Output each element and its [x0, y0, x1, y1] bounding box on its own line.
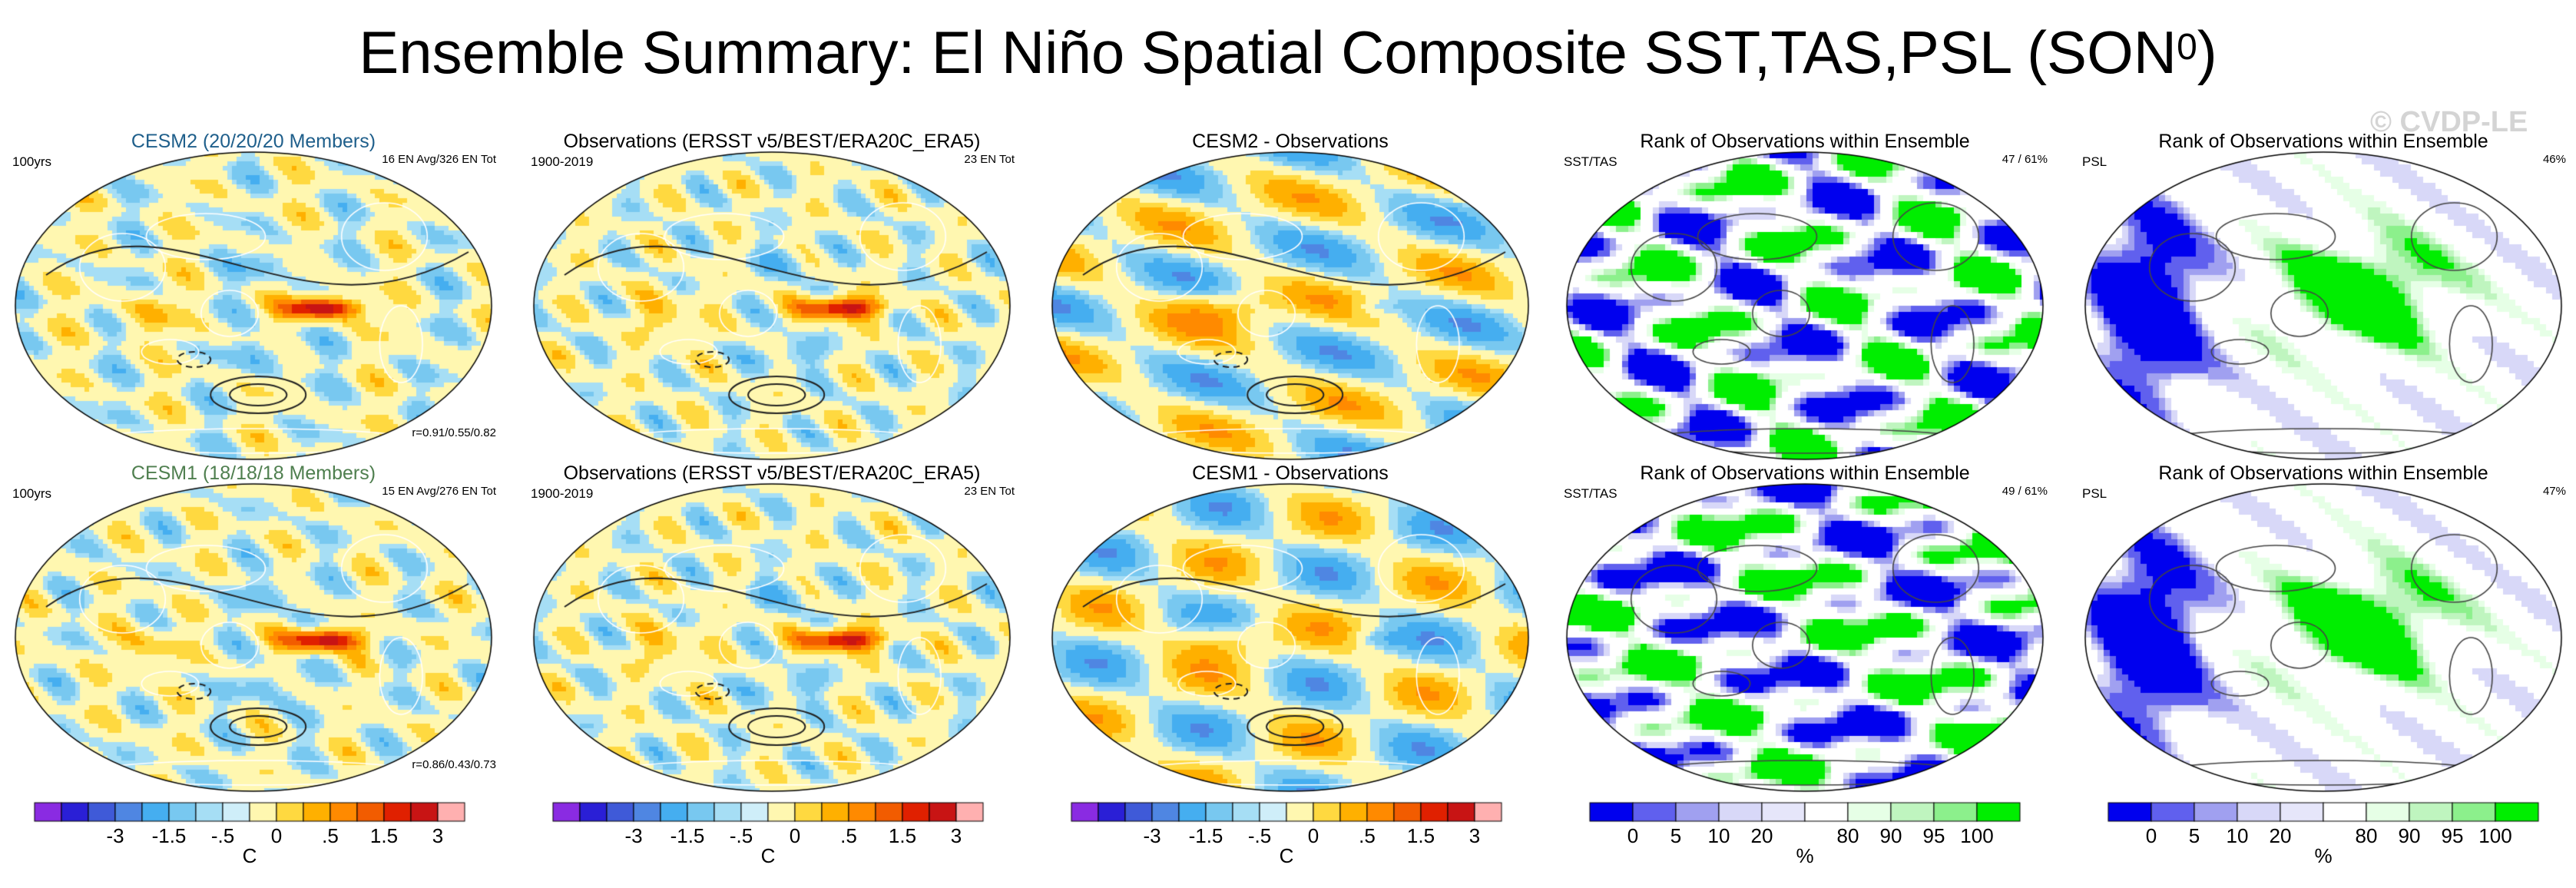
colorbar-tick: 1.5	[369, 824, 399, 847]
colorbar-tick: 0	[1627, 824, 1639, 847]
colorbar-tick: 80	[1836, 824, 1859, 847]
colorbar-tick: 0	[2145, 824, 2157, 847]
colorbar-tick: 90	[2398, 824, 2421, 847]
colorbar-tick: 0	[270, 824, 283, 847]
panel-left-label: SST/TAS	[1564, 154, 1617, 169]
colorbar-tick: 3	[432, 824, 444, 847]
colorbar-tick: 10	[1707, 824, 1730, 847]
panel-right-label: 15 EN Avg/276 EN Tot	[382, 485, 496, 498]
panel-right-label: 23 EN Tot	[964, 485, 1015, 498]
colorbar-tick: 20	[2269, 824, 2292, 847]
panel-title: Observations (ERSST v5/BEST/ERA20C_ERA5)	[563, 462, 981, 484]
colorbar-tick: 95	[2441, 824, 2464, 847]
colorbar-unit: %	[1796, 844, 1814, 867]
panel-right-label: 47 / 61%	[2002, 153, 2048, 166]
colorbar-tick: 100	[2478, 824, 2512, 847]
colorbar-tick: 0	[1307, 824, 1319, 847]
panel-right-label: 23 EN Tot	[964, 153, 1015, 166]
panel-right-label: 46%	[2542, 153, 2566, 166]
panel-left-label: 1900-2019	[531, 486, 594, 501]
colorbar-tick: -1.5	[1188, 824, 1223, 847]
panel-left-label: SST/TAS	[1564, 486, 1617, 501]
colorbar-tick: 20	[1750, 824, 1773, 847]
panel-correlation: r=0.86/0.43/0.73	[412, 758, 496, 771]
panel-title: Observations (ERSST v5/BEST/ERA20C_ERA5)	[563, 131, 981, 152]
panel-title: Rank of Observations within Ensemble	[1640, 462, 1970, 484]
colorbar-tick: 90	[1879, 824, 1902, 847]
panel-title: Rank of Observations within Ensemble	[2158, 131, 2488, 152]
colorbar-tick: -.5	[210, 824, 235, 847]
colorbar-tick: 1.5	[1406, 824, 1435, 847]
panel-left-label: 1900-2019	[531, 154, 594, 169]
page-title: Ensemble Summary: El Niño Spatial Compos…	[359, 18, 2217, 86]
colorbar-unit: C	[1279, 844, 1294, 867]
panel-right-label: 49 / 61%	[2002, 485, 2048, 498]
panel-right-label: 16 EN Avg/326 EN Tot	[382, 153, 496, 166]
colorbar-tick: .5	[1359, 824, 1376, 847]
colorbar-tick: 80	[2355, 824, 2378, 847]
watermark: © CVDP-LE	[2370, 106, 2528, 138]
colorbar-tick: 3	[950, 824, 962, 847]
colorbar-tick: -3	[106, 824, 124, 847]
colorbar-tick: .5	[840, 824, 857, 847]
colorbar-unit: C	[242, 844, 257, 867]
colorbar-tick: -3	[624, 824, 643, 847]
colorbar-tick: 100	[1960, 824, 1994, 847]
panel-title: CESM2 - Observations	[1192, 131, 1389, 152]
colorbar-tick: 5	[2188, 824, 2200, 847]
panel-left-label: 100yrs	[12, 486, 52, 501]
colorbar-tick: 95	[1922, 824, 1945, 847]
colorbar-tick: -1.5	[151, 824, 187, 847]
panel-title: CESM1 (18/18/18 Members)	[131, 462, 376, 484]
panel-correlation: r=0.91/0.55/0.82	[412, 426, 496, 439]
colorbar-tick: 5	[1670, 824, 1682, 847]
panel-title: CESM1 - Observations	[1192, 462, 1389, 484]
colorbar-tick: 0	[789, 824, 801, 847]
panel-right-label: 47%	[2542, 485, 2566, 498]
colorbar-tick: 1.5	[888, 824, 917, 847]
colorbar-tick: 10	[2226, 824, 2249, 847]
panel-title: Rank of Observations within Ensemble	[1640, 131, 1970, 152]
panel-left-label: 100yrs	[12, 154, 52, 169]
colorbar-tick: -3	[1143, 824, 1161, 847]
colorbar-tick: -.5	[1247, 824, 1272, 847]
colorbar-unit: C	[760, 844, 776, 867]
panel-title: CESM2 (20/20/20 Members)	[131, 131, 376, 152]
panel-left-label: PSL	[2082, 154, 2107, 169]
colorbar-tick: -.5	[729, 824, 753, 847]
colorbar-tick: .5	[322, 824, 339, 847]
colorbar-tick: -1.5	[670, 824, 705, 847]
colorbar-tick: 3	[1468, 824, 1481, 847]
panel-title: Rank of Observations within Ensemble	[2158, 462, 2488, 484]
panel-left-label: PSL	[2082, 486, 2107, 501]
colorbar-unit: %	[2314, 844, 2333, 867]
